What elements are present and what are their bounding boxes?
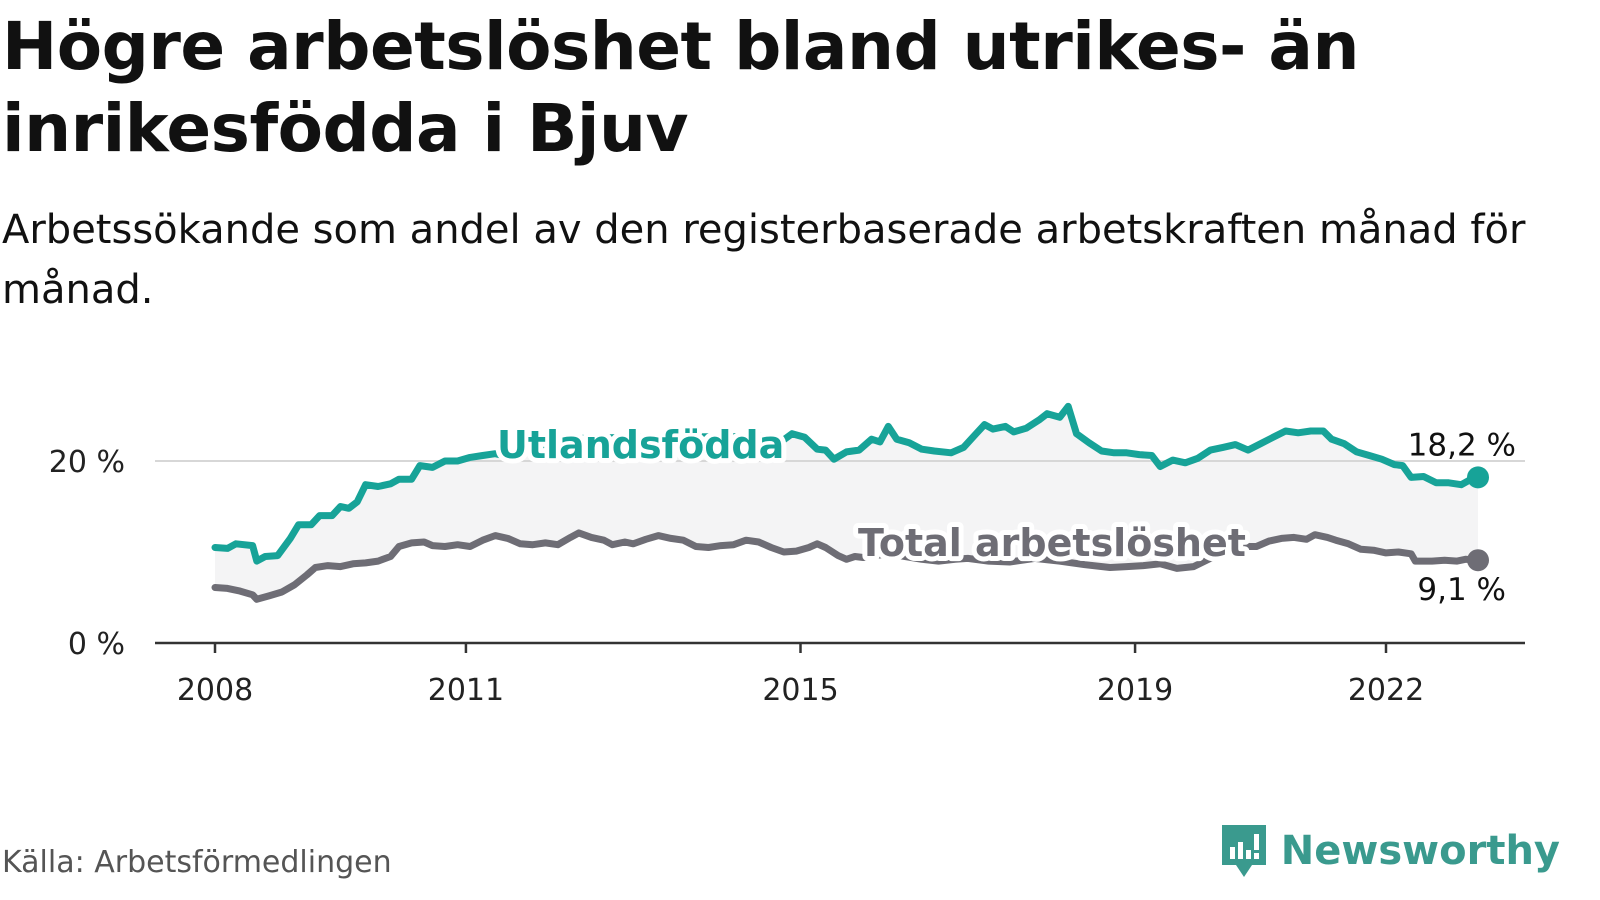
end-value-utlandsfodda: 18,2 % bbox=[1408, 427, 1516, 463]
line-total-arbetsloshet bbox=[211, 529, 1482, 603]
series-lines bbox=[211, 402, 1490, 603]
source-credit: Källa: Arbetsförmedlingen bbox=[2, 845, 392, 880]
end-marker-total-arbetsloshet bbox=[1467, 549, 1490, 572]
x-tick-label: 2015 bbox=[762, 673, 838, 708]
end-marker-utlandsfodda bbox=[1467, 466, 1490, 489]
x-tick-label: 2019 bbox=[1097, 673, 1173, 708]
chart-title: Högre arbetslöshet bland utrikes- än inr… bbox=[2, 8, 1359, 167]
y-tick-label: 0 % bbox=[68, 627, 125, 662]
y-tick-label: 20 % bbox=[49, 445, 125, 480]
series-label-total-arbetsloshet: Total arbetslöshet bbox=[858, 521, 1246, 565]
gap-band bbox=[215, 406, 1478, 600]
brand-logo: Newsworthy bbox=[1219, 822, 1560, 880]
x-tick-label: 2011 bbox=[428, 673, 504, 708]
x-axis: 2008 2011 2015 2019 2022 bbox=[155, 641, 1525, 708]
brand-name: Newsworthy bbox=[1280, 828, 1560, 874]
series-label-utlandsfodda: Utlandsfödda bbox=[497, 423, 784, 467]
gridlines: 0 % 20 % bbox=[49, 445, 1525, 662]
end-value-total-arbetsloshet: 9,1 % bbox=[1417, 572, 1506, 608]
newsworthy-logo-icon bbox=[1221, 825, 1266, 877]
line-utlandsfodda bbox=[211, 402, 1482, 565]
line-chart: 0 % 20 % 2008 2011 2015 2019 2022 Utlandsfödd… bbox=[49, 402, 1525, 708]
x-tick-label: 2022 bbox=[1348, 673, 1424, 708]
chart-subtitle: Arbetssökande som andel av den registerb… bbox=[2, 207, 1526, 313]
gap-band-area bbox=[215, 406, 1478, 600]
series-labels: Utlandsfödda Total arbetslöshet 18,2 % 9,1 … bbox=[492, 418, 1516, 608]
x-tick-label: 2008 bbox=[177, 673, 253, 708]
